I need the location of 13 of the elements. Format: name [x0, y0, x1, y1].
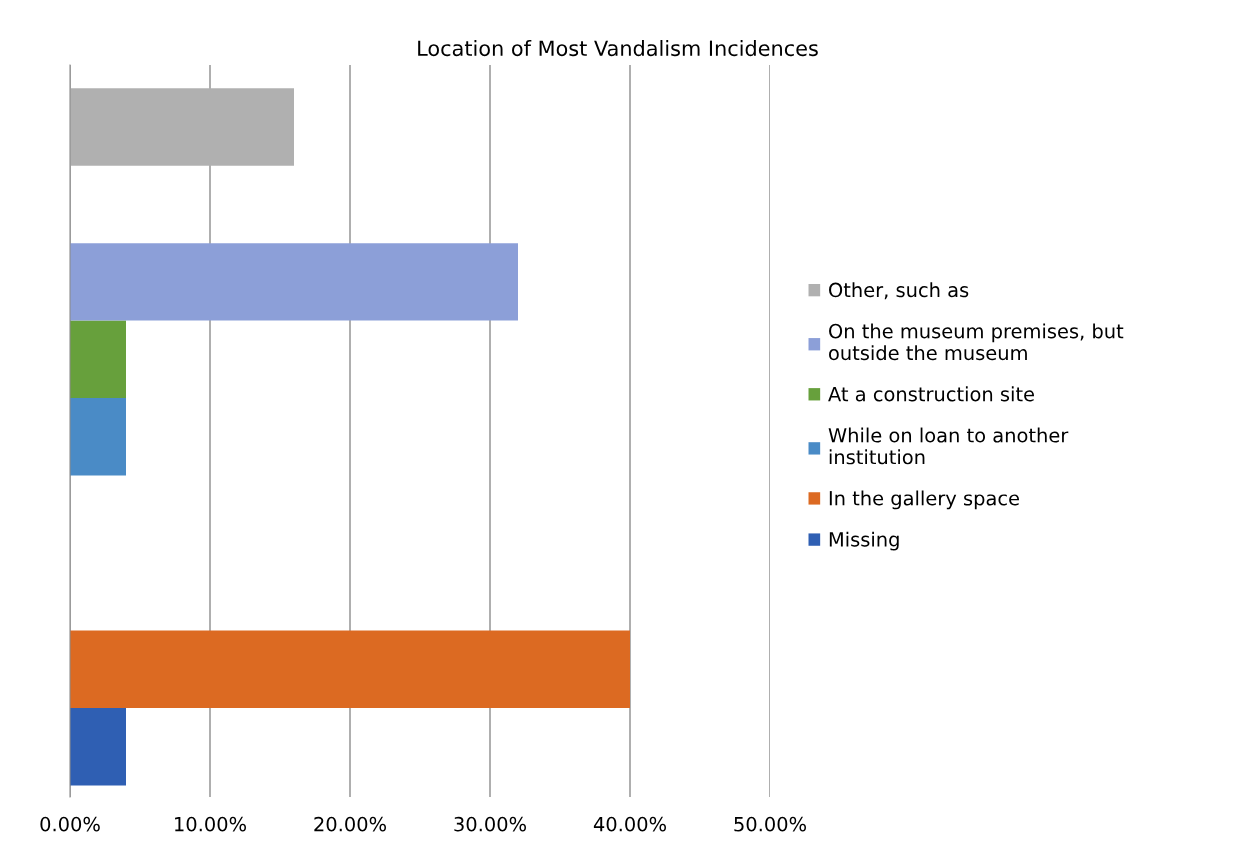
chart-title: Location of Most Vandalism Incidences	[418, 40, 818, 57]
legend-label: On the museum premises, but outside the museum	[829, 323, 1124, 361]
legend-label: At a construction site	[828, 386, 1034, 402]
x-tick-label: 30.00%	[454, 816, 526, 832]
legend-label: While on loan to another institution	[828, 427, 1069, 465]
x-tick-label: 0.00%	[40, 816, 100, 832]
legend-label: Other, such as	[829, 282, 969, 300]
x-tick-label: 10.00%	[175, 816, 246, 832]
x-tick-label: 50.00%	[734, 816, 806, 832]
legend-label: Missing	[829, 531, 899, 551]
legend-label: In the gallery space	[829, 490, 1019, 510]
x-tick-label: 20.00%	[314, 816, 386, 832]
x-tick-label: 40.00%	[593, 816, 666, 832]
